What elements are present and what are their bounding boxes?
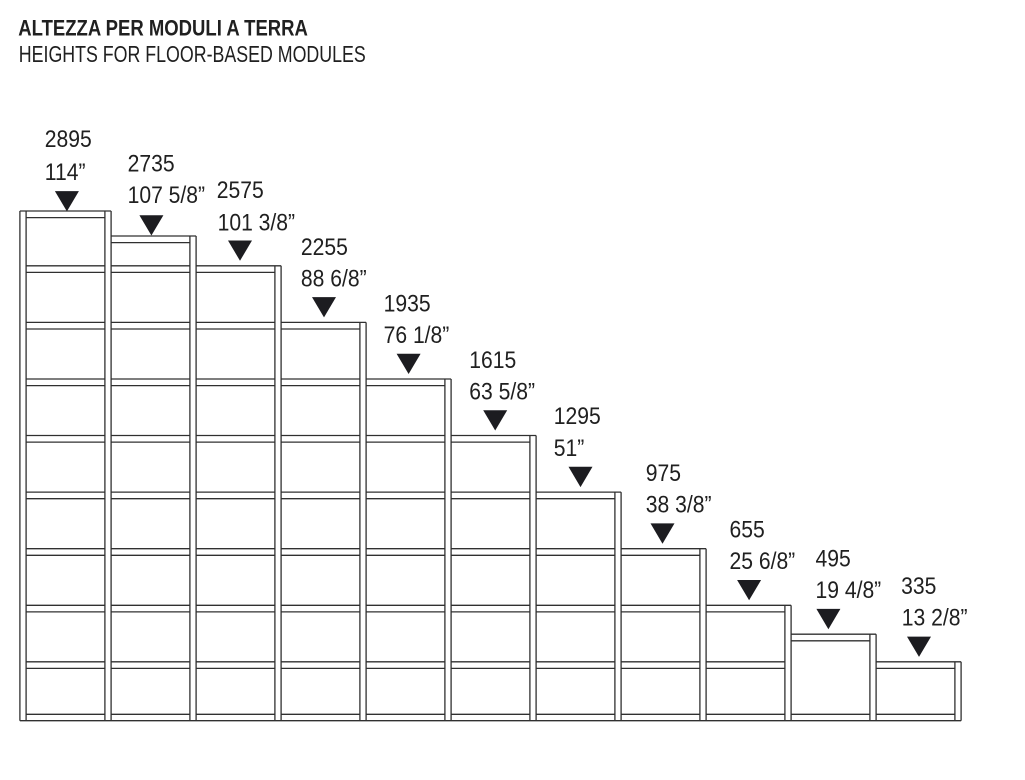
svg-text:ALTEZZA PER MODULI A TERRA: ALTEZZA PER MODULI A TERRA (18, 16, 308, 41)
svg-text:2735: 2735 (128, 149, 175, 177)
svg-text:1935: 1935 (384, 289, 431, 317)
svg-text:HEIGHTS FOR FLOOR-BASED MODULE: HEIGHTS FOR FLOOR-BASED MODULES (19, 42, 366, 68)
svg-text:51”: 51” (554, 434, 585, 462)
svg-text:495: 495 (816, 544, 851, 572)
svg-text:114”: 114” (45, 157, 86, 185)
svg-text:335: 335 (901, 572, 936, 600)
svg-text:88 6/8”: 88 6/8” (301, 264, 367, 292)
svg-text:38 3/8”: 38 3/8” (646, 490, 712, 518)
svg-text:13 2/8”: 13 2/8” (902, 603, 968, 631)
svg-text:76 1/8”: 76 1/8” (384, 320, 450, 348)
svg-text:975: 975 (646, 459, 681, 487)
svg-text:107 5/8”: 107 5/8” (128, 180, 205, 208)
svg-text:101 3/8”: 101 3/8” (218, 208, 295, 236)
svg-text:2895: 2895 (45, 125, 92, 153)
svg-text:655: 655 (730, 515, 765, 543)
svg-text:1295: 1295 (554, 401, 601, 429)
svg-text:1615: 1615 (469, 345, 516, 373)
svg-text:25 6/8”: 25 6/8” (730, 547, 796, 575)
svg-text:63 5/8”: 63 5/8” (469, 377, 535, 405)
svg-text:2575: 2575 (217, 176, 264, 204)
svg-text:19 4/8”: 19 4/8” (816, 576, 882, 604)
svg-text:2255: 2255 (301, 232, 348, 260)
